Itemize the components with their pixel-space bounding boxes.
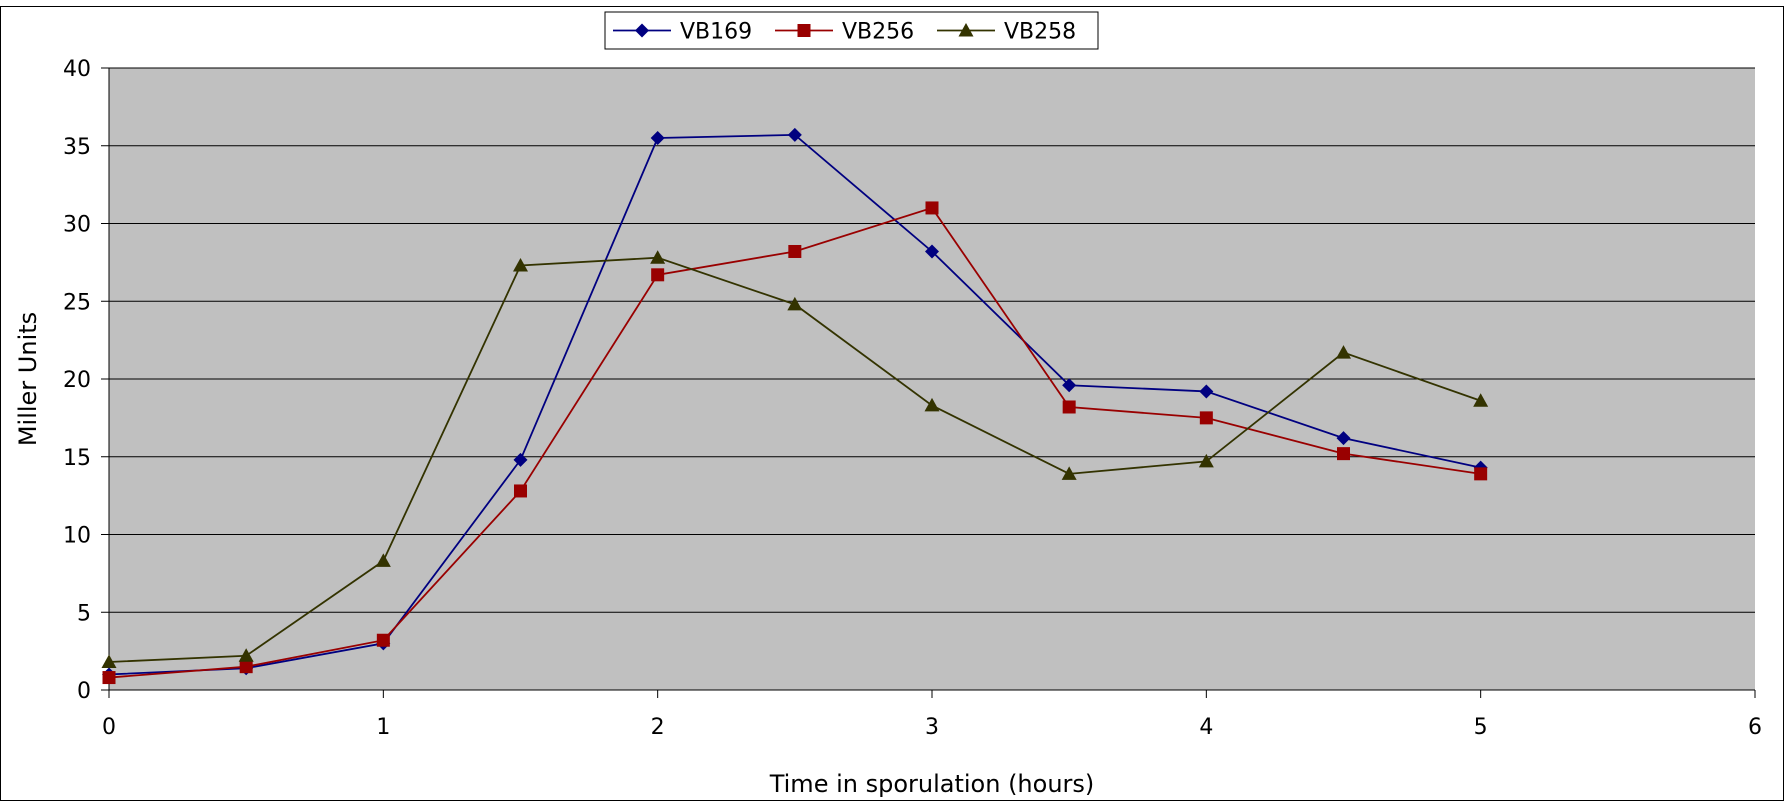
- x-tick-label: 5: [1474, 715, 1488, 740]
- legend-entry: VB256: [775, 20, 914, 45]
- data-point: [102, 671, 116, 685]
- x-tick-label: 1: [376, 715, 390, 740]
- y-tick-label: 10: [63, 524, 91, 549]
- axes: 0 5 10 15 20 25 30 35 40 0 1 2 3 4 5 6: [63, 57, 1762, 740]
- data-point: [513, 257, 528, 272]
- x-tick-label: 6: [1748, 715, 1762, 740]
- data-point: [924, 397, 940, 412]
- data-point: [787, 296, 803, 311]
- data-point: [788, 244, 802, 258]
- y-tick-label: 25: [63, 290, 91, 315]
- data-point: [1199, 384, 1214, 399]
- data-point: [376, 633, 390, 647]
- legend-marker: [958, 23, 974, 37]
- x-axis-title: Time in sporulation (hours): [769, 770, 1095, 798]
- legend: VB169 VB256 VB258: [604, 11, 1099, 50]
- data-point: [1474, 467, 1488, 481]
- data-point: [787, 127, 802, 142]
- legend-box: [604, 11, 1099, 50]
- data-point: [1062, 378, 1077, 393]
- y-tick-label: 0: [77, 679, 91, 704]
- x-tick-label: 4: [1199, 715, 1213, 740]
- series-vb256: [102, 201, 1488, 685]
- data-point: [1336, 431, 1351, 446]
- data-point: [925, 244, 939, 259]
- legend-label: VB169: [680, 20, 752, 45]
- y-tick-label: 40: [63, 57, 91, 82]
- series-vb258: [101, 250, 1489, 669]
- data-point: [375, 553, 391, 567]
- legend-entry: VB169: [613, 20, 752, 45]
- data-point: [1473, 393, 1489, 407]
- x-tick-label: 3: [925, 715, 939, 740]
- y-tick-label: 35: [63, 135, 91, 160]
- data-point: [925, 201, 939, 215]
- y-tick-label: 20: [63, 368, 91, 393]
- x-tick-label: 0: [102, 715, 116, 740]
- data-point: [1062, 400, 1076, 414]
- data-series: [101, 127, 1489, 685]
- data-point: [1199, 411, 1213, 425]
- data-point: [651, 268, 665, 282]
- data-point: [513, 452, 528, 467]
- legend-entry: VB258: [937, 20, 1076, 45]
- legend-label: VB258: [1004, 20, 1076, 45]
- y-tick-label: 30: [63, 213, 91, 238]
- data-point: [514, 484, 527, 498]
- data-point: [101, 654, 117, 669]
- legend-label: VB256: [842, 20, 914, 45]
- x-tick-label: 2: [651, 715, 665, 740]
- legend-marker: [635, 23, 649, 38]
- data-point: [650, 250, 666, 264]
- data-point: [1336, 345, 1351, 359]
- grid-lines: [109, 67, 1755, 613]
- y-axis-title: Miller Units: [14, 312, 42, 446]
- y-tick-label: 5: [77, 601, 91, 626]
- data-point: [239, 660, 253, 674]
- data-point: [1337, 447, 1350, 461]
- y-tick-label: 15: [63, 446, 91, 471]
- data-point: [1198, 453, 1214, 468]
- data-point: [1061, 466, 1077, 480]
- data-point: [650, 130, 665, 145]
- data-point: [238, 648, 254, 662]
- legend-marker: [797, 24, 811, 37]
